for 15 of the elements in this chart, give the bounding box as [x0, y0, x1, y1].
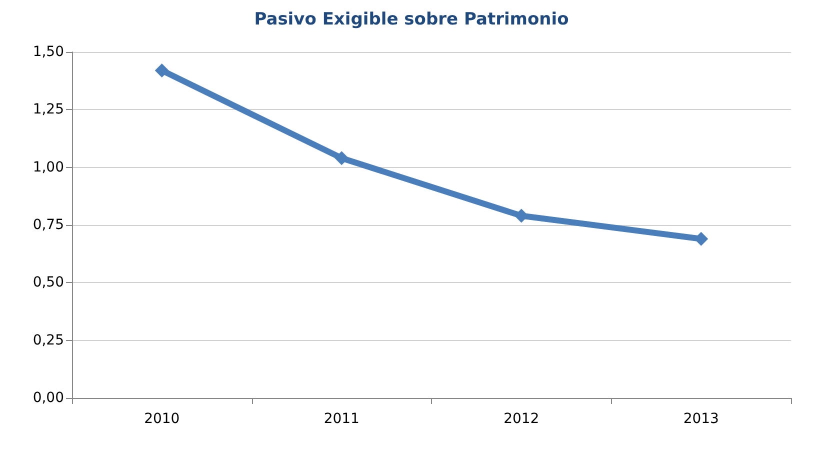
x-tick-label: 2012: [504, 411, 540, 427]
x-tick-label: 2011: [324, 411, 360, 427]
y-tick-label: 0,75: [32, 217, 64, 233]
y-tick-label: 0,00: [32, 390, 64, 406]
point: [154, 63, 169, 78]
y-tick-label: 0,25: [32, 332, 64, 348]
x-tick-label: 2010: [144, 411, 180, 427]
chart-title: Pasivo Exigible sobre Patrimonio: [254, 10, 569, 30]
point: [694, 232, 708, 246]
y-tick-label: 1,00: [32, 159, 64, 176]
point: [334, 151, 349, 166]
y-tick-label: 1,50: [32, 44, 64, 60]
x-tick-label: 2013: [683, 411, 719, 427]
y-tick-label: 1,25: [32, 102, 64, 118]
y-tick-label: 0,50: [32, 274, 64, 291]
